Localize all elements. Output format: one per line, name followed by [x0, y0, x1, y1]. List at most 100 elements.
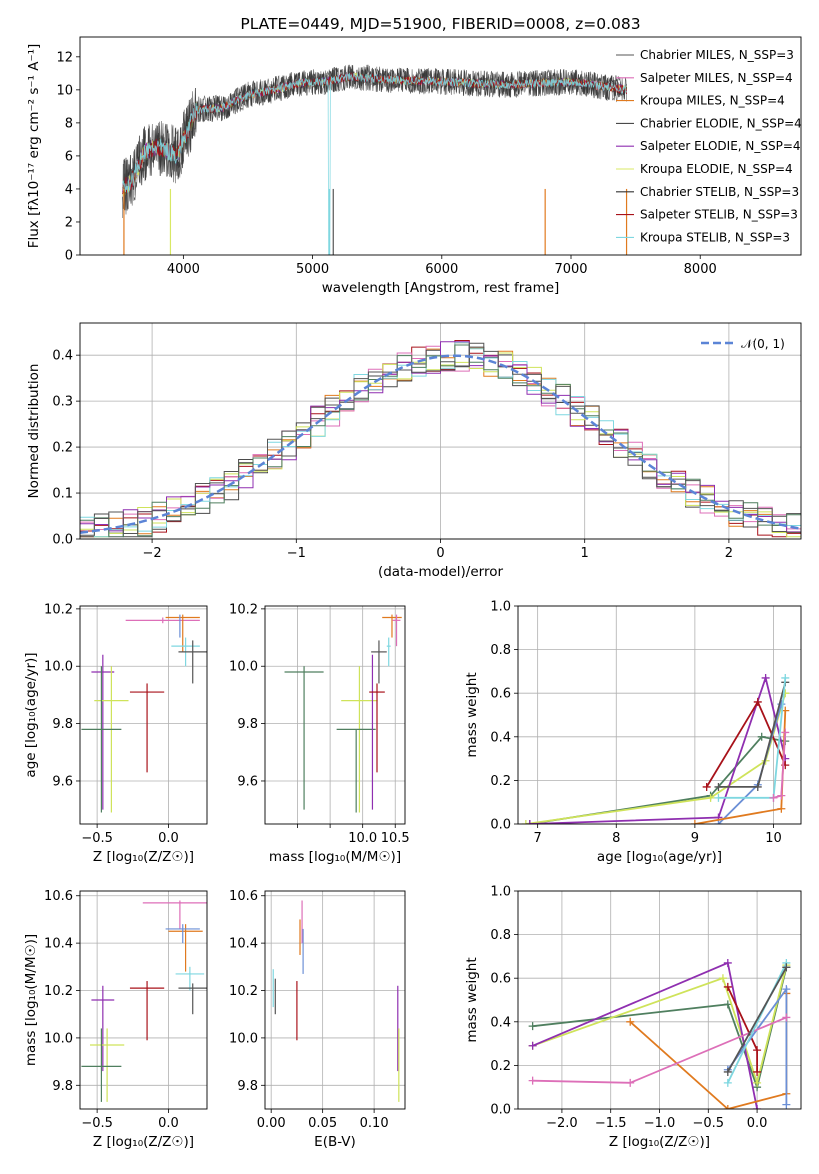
y-tick-label: 12: [56, 50, 73, 65]
x-tick-label: −1.0: [644, 1116, 676, 1131]
x-tick-label: −0.5: [693, 1116, 725, 1131]
error-bar-point: [142, 900, 207, 929]
y-axis-label: age [log₁₀(age/yr)]: [23, 652, 39, 777]
panel-mass-age: 10.0 10.5 9.6 9.8 10.0 10.2 mass [log₁₀(M/M☉)]: [229, 602, 410, 865]
y-tick-label: 0.0: [490, 1103, 511, 1118]
error-bar-point: [81, 666, 122, 813]
x-tick-label: 0.05: [308, 1116, 337, 1131]
legend-entry: Kroupa MILES, N_SSP=4: [640, 94, 785, 108]
x-tick-label: −1: [287, 546, 306, 561]
legend-entry: Kroupa ELODIE, N_SSP=4: [640, 162, 793, 176]
weight-marker: [714, 793, 723, 802]
axes-frame: [264, 890, 406, 1110]
x-tick-label: 7: [534, 831, 542, 846]
legend-entry: Chabrier MILES, N_SSP=3: [640, 48, 794, 62]
x-tick-label: −2: [143, 546, 162, 561]
legend-entry: Kroupa STELIB, N_SSP=3: [640, 230, 790, 244]
weight-marker: [521, 820, 530, 824]
weight-marker: [723, 1105, 732, 1109]
error-bar-point: [382, 614, 402, 638]
plot-area: [521, 673, 790, 824]
error-bar-point: [178, 983, 207, 1015]
y-tick-label: 0.2: [52, 441, 73, 456]
x-axis-label: E(B-V): [314, 1134, 356, 1150]
x-tick-label: 5000: [296, 262, 329, 277]
y-tick-label: 0.1: [52, 487, 73, 502]
x-tick-label: −0.5: [81, 831, 113, 846]
x-tick-label: 0: [436, 546, 444, 561]
x-axis-label: (data-model)/error: [378, 564, 504, 580]
y-tick-label: 1.0: [490, 600, 511, 615]
x-tick-label: 7000: [554, 262, 587, 277]
panel-z-weight: −2.0 −1.5 −1.0 −0.5 0.0 0.0 0.2 0.4 0.6 0.8 1.0 Z […: [464, 885, 802, 1150]
y-tick-label: 2: [65, 215, 73, 230]
legend-entry: Salpeter STELIB, N_SSP=3: [640, 208, 798, 222]
x-axis-label: Z [log₁₀(Z/Z☉)]: [93, 1134, 194, 1150]
plot-area: [81, 614, 207, 813]
y-tick-label: 10.2: [44, 984, 73, 999]
y-axis-label: Flux [fλ10⁻¹⁷ erg cm⁻² s⁻¹ A⁻¹]: [26, 44, 42, 249]
y-tick-label: 9.8: [52, 717, 73, 732]
y-tick-label: 9.8: [237, 717, 258, 732]
plot-area: [80, 340, 801, 538]
y-tick-label: 0.6: [490, 972, 511, 987]
plot-area: [122, 64, 628, 255]
error-bar-point: [165, 924, 200, 944]
panel-residuals: −2 −1 0 1 2 0.0 0.1 0.2 0.3 0.4 (data-model)/error…: [26, 322, 802, 580]
y-axis-label: mass weight: [464, 957, 480, 1042]
weight-marker: [702, 782, 711, 791]
weight-series-line: [727, 966, 788, 1073]
axes-frame: [79, 36, 802, 256]
x-tick-label: 2: [725, 546, 733, 561]
y-tick-label: 10.0: [229, 1031, 258, 1046]
y-tick-label: 0.4: [490, 730, 511, 745]
y-tick-label: 0.4: [490, 1015, 511, 1030]
error-bar-point: [129, 683, 165, 773]
axes-frame: [79, 322, 802, 540]
legend-entry: Salpeter MILES, N_SSP=4: [640, 71, 793, 85]
axes-frame: [79, 605, 208, 825]
weight-marker: [723, 1067, 732, 1076]
weight-marker: [723, 1078, 732, 1087]
error-bar-point: [91, 654, 115, 810]
y-axis-label: mass [log₁₀(M/M☉)]: [23, 934, 39, 1066]
y-tick-label: 10.2: [229, 984, 258, 999]
weight-marker: [777, 804, 786, 813]
weight-marker: [528, 1022, 537, 1031]
axes-frame: [264, 605, 406, 825]
y-tick-label: 0.4: [52, 349, 73, 364]
weight-marker: [753, 1078, 762, 1087]
weight-marker: [753, 1105, 762, 1109]
weight-marker: [723, 982, 732, 991]
y-tick-label: 10.4: [229, 937, 258, 952]
normal-reference-curve: [80, 354, 801, 535]
weight-marker: [626, 1017, 635, 1026]
plot-background: [265, 891, 405, 1109]
y-tick-label: 9.8: [237, 1079, 258, 1094]
legend-entry: 𝒩(0, 1): [741, 337, 785, 351]
y-tick-label: 0: [65, 249, 73, 264]
y-tick-label: 10.0: [229, 660, 258, 675]
weight-marker: [781, 728, 790, 737]
error-bar-point: [125, 617, 200, 624]
error-bar-point: [386, 637, 391, 667]
y-axis-label: Normed distribution: [26, 364, 42, 499]
y-tick-label: 10.6: [44, 889, 73, 904]
x-axis-label: mass [log₁₀(M/M☉)]: [269, 849, 401, 865]
plot-area: [81, 900, 207, 1102]
x-axis-label: Z [log₁₀(Z/Z☉)]: [93, 849, 194, 865]
y-tick-label: 10.6: [229, 889, 258, 904]
x-axis-label: Z [log₁₀(Z/Z☉)]: [609, 1134, 710, 1150]
weight-marker: [782, 1100, 791, 1109]
plot-area: [528, 958, 791, 1109]
x-tick-label: 8000: [684, 262, 717, 277]
weight-marker: [753, 697, 762, 706]
x-tick-label: −2.0: [546, 1116, 578, 1131]
plot-area: [284, 614, 402, 813]
weight-marker: [706, 793, 715, 802]
x-tick-label: 0.0: [158, 1116, 179, 1131]
error-bar-point: [89, 1028, 125, 1102]
y-tick-label: 9.6: [52, 774, 73, 789]
y-tick-label: 9.8: [52, 1079, 73, 1094]
spectrum-series-line: [122, 72, 627, 255]
